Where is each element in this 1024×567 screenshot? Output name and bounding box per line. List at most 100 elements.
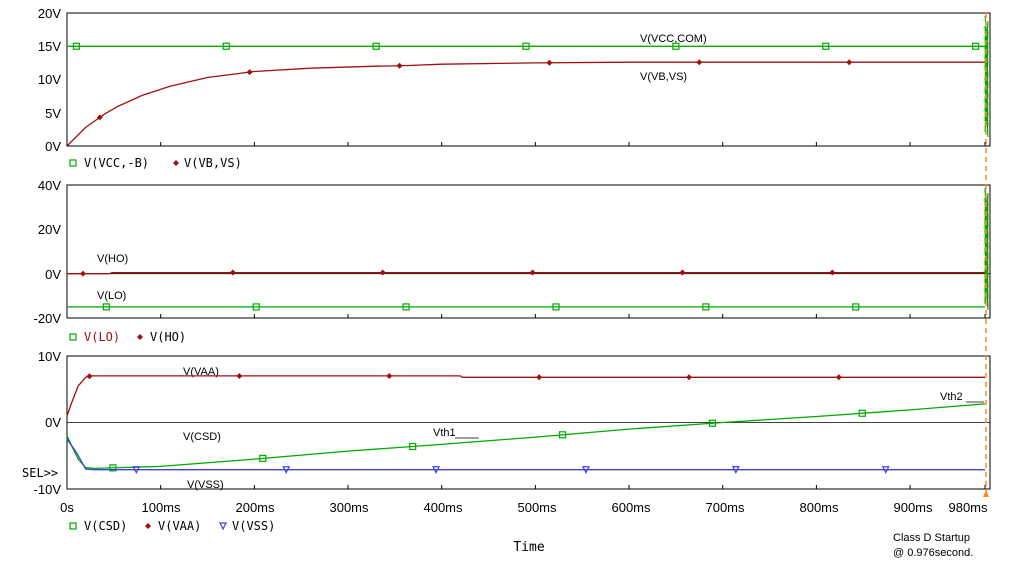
panel-2: -20V 0V 20V 40V V(HO) V(LO) V(LO) V(HO) xyxy=(34,178,991,344)
p3-legend-square xyxy=(69,522,77,530)
p1-series-0-marker xyxy=(222,42,230,50)
p1-series-0-marker xyxy=(822,42,830,50)
xtick-5: 500ms xyxy=(517,500,557,515)
p1-series-1-marker xyxy=(246,69,253,76)
p1-series-0-marker xyxy=(672,42,680,50)
p3-legend-item-2: V(VSS) xyxy=(232,519,275,533)
p1-ytick-1: 5V xyxy=(45,106,61,121)
p1-series-1-marker xyxy=(546,59,553,66)
panel-1: 0V 5V 10V 15V 20V V(VCC,COM) V(VB,VS) V(… xyxy=(38,6,991,170)
p3-series-1-marker xyxy=(259,454,267,462)
p2-series-0-line xyxy=(67,271,985,275)
p2-series-0-marker xyxy=(229,269,236,276)
p3-legend-triangle xyxy=(219,522,227,531)
xtick-10: 980ms xyxy=(948,500,988,515)
p2-series-1-marker xyxy=(702,303,710,311)
sel-marker: SEL>> xyxy=(22,466,58,480)
xtick-7: 700ms xyxy=(705,500,745,515)
traces-layer xyxy=(66,13,990,497)
p3-legend-diamond xyxy=(145,523,151,529)
p2-ytick-3: 40V xyxy=(38,178,61,193)
p1-ytick-4: 20V xyxy=(38,6,61,21)
p3-ytick-0: -10V xyxy=(34,482,62,497)
p1-series-1-marker xyxy=(696,59,703,66)
xtick-3: 300ms xyxy=(329,500,369,515)
p2-edge-burst xyxy=(984,187,989,311)
xtick-4: 400ms xyxy=(423,500,463,515)
p1-series-0-marker xyxy=(372,42,380,50)
p2-series-0-marker xyxy=(829,269,836,276)
p1-ytick-0: 0V xyxy=(45,139,61,154)
p1-series-1-marker xyxy=(96,114,103,121)
xtick-2: 200ms xyxy=(235,500,275,515)
p3-series-2-marker xyxy=(432,466,441,475)
p2-legend-diamond xyxy=(137,334,143,340)
p2-series-0-marker xyxy=(79,270,86,277)
p1-series-1-line xyxy=(66,61,985,147)
xtick-0: 0s xyxy=(60,500,74,515)
p3-annot-vth2: Vth2 xyxy=(940,391,963,403)
p3-annot-csd: V(CSD) xyxy=(183,431,221,443)
p2-series-0-marker xyxy=(379,269,386,276)
xtick-9: 900ms xyxy=(893,500,933,515)
p1-legend-diamond xyxy=(173,160,179,166)
p1-annot-vb: V(VB,VS) xyxy=(640,71,687,83)
p3-series-1-marker xyxy=(858,409,866,417)
p2-legend: V(LO) V(HO) xyxy=(69,330,186,344)
p3-series-1-marker xyxy=(109,464,117,472)
time-cursor-marker xyxy=(983,490,989,497)
p2-ytick-0: -20V xyxy=(34,311,62,326)
x-axis: 0s 100ms 200ms 300ms 400ms 500ms 600ms 7… xyxy=(60,500,988,555)
p3-series-1-line xyxy=(66,403,986,470)
p1-series-0-marker xyxy=(972,42,980,50)
p2-series-1-marker xyxy=(102,303,110,311)
p3-series-1-marker xyxy=(708,419,717,427)
p3-ytick-2: 10V xyxy=(38,349,61,364)
xtick-6: 600ms xyxy=(611,500,651,515)
p2-series-1-marker xyxy=(252,303,260,311)
p1-series-1-marker xyxy=(396,62,403,69)
footer-line-1: Class D Startup xyxy=(893,532,970,544)
p1-legend-square xyxy=(69,159,77,167)
p3-series-0-line xyxy=(66,375,985,417)
panel-3: -10V 0V 10V SEL>> V(VAA) V(CSD) V(VSS) V… xyxy=(22,349,991,533)
p3-annot-vss: V(VSS) xyxy=(187,479,224,491)
p2-series-1-marker xyxy=(852,303,860,311)
p3-series-0-marker xyxy=(536,374,543,381)
footer-line-2: @ 0.976second. xyxy=(893,547,973,559)
p3-legend-item-0: V(CSD) xyxy=(84,519,127,533)
p2-legend-item-0: V(LO) xyxy=(84,330,120,344)
p2-series-0-marker xyxy=(679,269,686,276)
x-axis-label: Time xyxy=(513,540,544,555)
panel-2-frame xyxy=(66,184,991,319)
p2-legend-square xyxy=(69,333,77,341)
p2-series-1-marker xyxy=(552,303,560,311)
p3-annot-vaa: V(VAA) xyxy=(183,366,219,378)
p2-annot-ho: V(HO) xyxy=(97,253,128,265)
p2-ytick-2: 20V xyxy=(38,222,61,237)
p3-series-1-marker xyxy=(558,431,567,439)
p3-annot-vth1: Vth1 xyxy=(433,427,456,439)
p3-legend: V(CSD) V(VAA) V(VSS) xyxy=(69,519,275,533)
p3-series-2-marker xyxy=(881,466,890,475)
p3-series-2-marker xyxy=(731,466,740,475)
p1-legend-item-0: V(VCC,-B) xyxy=(84,156,149,170)
xtick-8: 800ms xyxy=(799,500,839,515)
p3-ytick-1: 0V xyxy=(45,415,61,430)
p2-legend-item-1: V(HO) xyxy=(150,330,186,344)
p3-series-0-marker xyxy=(386,372,393,379)
p1-series-0-marker xyxy=(522,42,530,50)
xtick-1: 100ms xyxy=(141,500,181,515)
p1-series-1-marker xyxy=(846,59,853,66)
p2-annot-lo: V(LO) xyxy=(97,290,126,302)
p3-series-2-marker xyxy=(581,466,590,475)
p3-series-0-marker xyxy=(835,374,842,381)
p1-annot-vcc: V(VCC,COM) xyxy=(640,33,707,45)
p1-legend: V(VCC,-B) V(VB,VS) xyxy=(69,156,242,170)
p1-series-0-marker xyxy=(72,42,80,50)
p1-legend-item-1: V(VB,VS) xyxy=(184,156,242,170)
p2-series-0-marker xyxy=(529,269,536,276)
p1-ytick-3: 15V xyxy=(38,39,61,54)
p3-series-1-marker xyxy=(409,442,417,451)
p2-series-1-marker xyxy=(402,303,410,311)
